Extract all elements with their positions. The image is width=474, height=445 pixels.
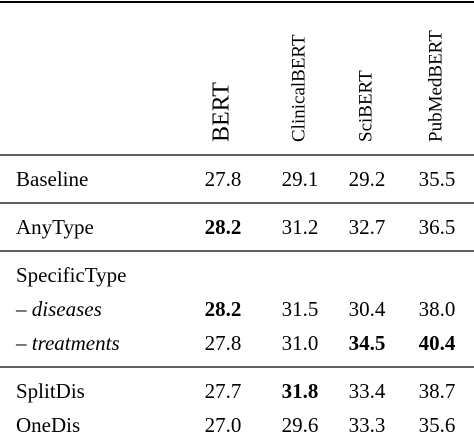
row-label: – treatments <box>15 331 120 355</box>
row-label: SpecificType <box>16 263 127 287</box>
cell: 40.4 <box>419 331 456 355</box>
row-label: – diseases <box>15 297 102 321</box>
cell: 31.2 <box>282 215 319 239</box>
cell: 30.4 <box>349 297 386 321</box>
row-prefix: – <box>15 331 32 355</box>
cell: 38.7 <box>419 379 456 403</box>
cell: 38.0 <box>419 297 456 321</box>
column-header: ClinicalBERT <box>288 34 309 142</box>
row-label: OneDis <box>16 413 80 437</box>
cell: 27.0 <box>205 413 242 437</box>
cell: 33.3 <box>349 413 386 437</box>
row-prefix: – <box>15 297 32 321</box>
cell: 33.4 <box>349 379 386 403</box>
cell: 29.1 <box>282 167 319 191</box>
column-header: SciBERT <box>355 70 376 142</box>
cell: 36.5 <box>419 215 456 239</box>
cell: 27.8 <box>205 167 242 191</box>
cell: 28.2 <box>205 297 242 321</box>
column-header: BERT <box>209 82 235 142</box>
cell: 32.7 <box>349 215 386 239</box>
cell: 27.8 <box>205 331 242 355</box>
cell: 34.5 <box>349 331 386 355</box>
cell: 29.6 <box>282 413 319 437</box>
row-label-text: diseases <box>32 297 102 321</box>
row-label-text: treatments <box>32 331 120 355</box>
cell: 35.6 <box>419 413 456 437</box>
cell: 31.0 <box>282 331 319 355</box>
cell: 31.8 <box>282 379 319 403</box>
column-header: PubMedBERT <box>425 30 446 142</box>
cell: 28.2 <box>205 215 242 239</box>
row-label: SplitDis <box>16 379 85 403</box>
cell: 29.2 <box>349 167 386 191</box>
row-label: Baseline <box>16 167 88 191</box>
row-label: AnyType <box>16 215 94 239</box>
cell: 35.5 <box>419 167 456 191</box>
cell: 27.7 <box>205 379 242 403</box>
cell: 31.5 <box>282 297 319 321</box>
